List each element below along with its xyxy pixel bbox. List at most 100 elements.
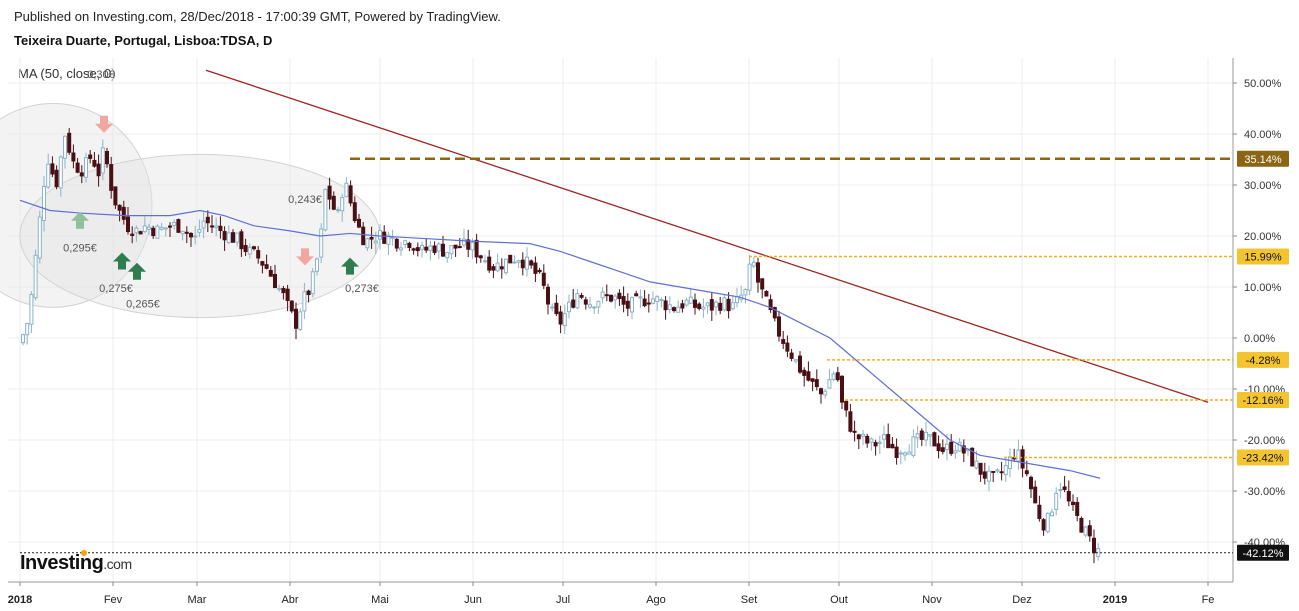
price-annotation: 0,295€ bbox=[63, 242, 97, 254]
candle-body bbox=[336, 209, 340, 212]
buy-arrow-icon bbox=[113, 252, 131, 270]
candle-body bbox=[617, 292, 622, 300]
candle-body bbox=[789, 352, 794, 359]
candle-body bbox=[361, 226, 366, 246]
candle-body bbox=[764, 290, 769, 297]
candle-body bbox=[33, 254, 38, 299]
y-tick-label: -30.00% bbox=[1244, 486, 1285, 498]
candle-body bbox=[462, 238, 466, 246]
candle-body bbox=[747, 263, 752, 291]
candle-body bbox=[277, 287, 282, 290]
candle-body bbox=[1062, 486, 1067, 490]
candle-body bbox=[827, 379, 832, 389]
candle-body bbox=[260, 261, 265, 266]
candle-body bbox=[575, 293, 580, 309]
x-tick-label: Ago bbox=[646, 594, 666, 606]
candle-body bbox=[508, 254, 513, 264]
candle-body bbox=[512, 261, 517, 264]
candle-body bbox=[63, 135, 67, 159]
candle-body bbox=[394, 238, 399, 249]
candle-body bbox=[252, 246, 256, 250]
candle-body bbox=[882, 434, 886, 440]
candle-body bbox=[1033, 486, 1038, 504]
candle-body bbox=[1066, 491, 1071, 502]
sell-arrow-icon bbox=[95, 115, 113, 133]
candle-body bbox=[722, 297, 727, 311]
candle-body bbox=[205, 216, 210, 224]
candle-body bbox=[562, 313, 567, 327]
candle-body bbox=[138, 231, 143, 235]
x-tick-label: Set bbox=[741, 594, 758, 606]
candle-body bbox=[306, 290, 311, 296]
buy-arrow-icon bbox=[71, 211, 89, 229]
y-tick-label: 50.00% bbox=[1244, 78, 1282, 90]
instrument-title: Teixeira Duarte, Portugal, Lisboa:TDSA, … bbox=[14, 33, 273, 48]
price-annotation: 0,243€ bbox=[288, 194, 322, 206]
candle-body bbox=[50, 163, 55, 175]
candle-body bbox=[1075, 502, 1080, 516]
candle-body bbox=[151, 227, 156, 237]
candle-body bbox=[243, 245, 248, 253]
candle-body bbox=[1050, 511, 1054, 517]
level-label-bg bbox=[1237, 351, 1289, 368]
candle-body bbox=[298, 311, 303, 330]
candle-body bbox=[210, 225, 214, 228]
candle-body bbox=[382, 231, 387, 244]
candle-body bbox=[457, 246, 462, 249]
candle-body bbox=[898, 452, 903, 455]
candle-body bbox=[168, 225, 172, 228]
candle-body bbox=[751, 261, 756, 267]
x-tick-label: Abr bbox=[281, 594, 298, 606]
buy-arrow-icon bbox=[341, 257, 359, 275]
candle-body bbox=[449, 245, 454, 255]
candle-body bbox=[953, 450, 958, 454]
candle-body bbox=[407, 242, 412, 248]
candle-body bbox=[709, 299, 714, 311]
x-tick-label: Fev bbox=[104, 594, 123, 606]
candle-body bbox=[856, 434, 861, 440]
candle-body bbox=[478, 255, 483, 259]
candle-body bbox=[630, 297, 634, 313]
candle-body bbox=[239, 231, 244, 250]
candle-body bbox=[142, 225, 147, 232]
y-tick-label: 0.00% bbox=[1244, 333, 1275, 345]
candle-body bbox=[928, 434, 933, 437]
candle-body bbox=[693, 299, 697, 308]
candle-body bbox=[840, 375, 844, 403]
candle-body bbox=[520, 259, 525, 269]
candle-body bbox=[176, 219, 181, 233]
candle-body bbox=[579, 294, 584, 298]
candle-body bbox=[987, 470, 991, 482]
level-label: -23.42% bbox=[1243, 452, 1284, 464]
ma-indicator-label[interactable]: MA (50, close, 0) bbox=[18, 66, 116, 81]
x-tick-label: 2018 bbox=[8, 594, 32, 606]
candle-body bbox=[1020, 449, 1025, 469]
candles bbox=[21, 128, 1101, 564]
candle-body bbox=[877, 441, 882, 444]
candle-body bbox=[264, 264, 269, 269]
candle-body bbox=[323, 188, 328, 231]
candle-body bbox=[445, 251, 450, 259]
level-label-bg bbox=[1237, 248, 1289, 265]
candle-body bbox=[646, 302, 651, 305]
candle-body bbox=[92, 159, 97, 167]
candle-body bbox=[949, 441, 954, 454]
published-caption: Published on Investing.com, 28/Dec/2018 … bbox=[14, 9, 501, 24]
candle-body bbox=[932, 432, 937, 447]
candle-body bbox=[46, 163, 51, 188]
candle-body bbox=[705, 302, 710, 307]
candle-body bbox=[667, 304, 672, 311]
candle-body bbox=[957, 441, 962, 452]
candle-body bbox=[369, 236, 374, 240]
candle-body bbox=[625, 300, 630, 309]
candle-body bbox=[37, 216, 42, 259]
candle-body bbox=[978, 462, 983, 475]
level-label-bg bbox=[1237, 392, 1289, 409]
y-tick-label: 10.00% bbox=[1244, 282, 1282, 294]
candle-body bbox=[604, 294, 609, 297]
candle-body bbox=[365, 238, 370, 249]
candle-body bbox=[285, 288, 290, 301]
candle-body bbox=[743, 288, 748, 296]
x-tick-label: Mai bbox=[371, 594, 389, 606]
